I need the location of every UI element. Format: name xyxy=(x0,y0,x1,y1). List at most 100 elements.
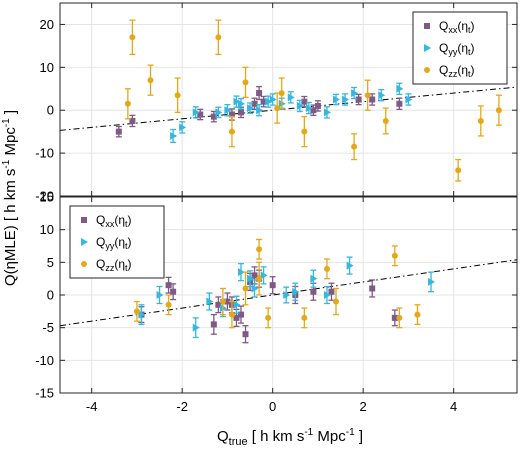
y-title-tail: Mpc xyxy=(2,127,19,160)
y-tick-label: 0 xyxy=(47,103,54,118)
data-point-zz xyxy=(265,314,272,321)
y-tick-label: 15 xyxy=(40,190,54,205)
data-point-xx xyxy=(170,288,177,295)
data-point-yy xyxy=(351,89,359,98)
data-point-zz xyxy=(129,34,136,41)
legend-label-base: Q xyxy=(96,257,105,271)
data-point-yy xyxy=(206,297,214,306)
legend-label-base: Q xyxy=(439,63,448,77)
data-point-yy xyxy=(323,291,331,299)
x-title-units: [ h km s xyxy=(248,428,305,445)
legend-marker-xx xyxy=(81,217,87,223)
data-point-yy xyxy=(265,97,273,106)
data-point-zz xyxy=(228,128,235,135)
data-point-zz xyxy=(133,308,140,315)
data-point-zz xyxy=(323,265,330,272)
data-point-yy xyxy=(233,300,241,309)
data-point-yy xyxy=(192,323,200,332)
data-point-zz xyxy=(256,275,263,282)
legend-marker-xx xyxy=(424,23,430,29)
legend-label-tsub: t xyxy=(125,219,128,229)
data-point-yy xyxy=(287,93,295,102)
data-point-xx xyxy=(310,288,317,295)
y-tick-label: 20 xyxy=(40,17,54,32)
y-title-sup2: -1 xyxy=(1,118,12,127)
data-point-zz xyxy=(165,301,172,308)
data-point-zz xyxy=(124,100,131,107)
legend-label-tail: (η xyxy=(114,213,125,227)
data-point-xx xyxy=(233,314,240,321)
legend-label-tsub: t xyxy=(468,69,471,79)
legend-label-tsub: t xyxy=(468,47,471,57)
data-point-xx xyxy=(210,113,217,120)
fit-line xyxy=(60,86,517,131)
y-title-sup: -1 xyxy=(1,159,12,168)
data-point-xx xyxy=(260,98,267,105)
data-point-xx xyxy=(228,111,235,118)
data-point-yy xyxy=(292,287,300,296)
data-point-yy xyxy=(396,84,404,93)
plot-area xyxy=(60,238,517,344)
data-point-xx xyxy=(256,90,263,97)
legend-label-xx: Qxx(ηt) xyxy=(439,19,475,35)
x-axis-title: Qtrue [ h km s-1 Mpc-1 ] xyxy=(217,427,363,448)
legend-label-sub: zz xyxy=(105,263,115,273)
y-tick-label: 5 xyxy=(47,255,54,270)
data-point-zz xyxy=(228,311,235,318)
legend-label-end: ) xyxy=(471,19,475,33)
data-point-zz xyxy=(274,105,281,112)
data-point-yy xyxy=(323,108,331,117)
legend-label-base: Q xyxy=(96,235,105,249)
data-point-xx xyxy=(310,107,317,114)
legend-label-base: Q xyxy=(439,19,448,33)
data-point-zz xyxy=(364,92,371,99)
data-point-yy xyxy=(310,274,318,283)
data-point-xx xyxy=(369,285,376,292)
data-point-xx xyxy=(237,109,244,116)
legend-label-tsub: t xyxy=(125,241,128,251)
data-point-zz xyxy=(147,77,154,84)
data-point-yy xyxy=(247,274,255,283)
data-point-yy xyxy=(269,95,277,104)
data-point-xx xyxy=(215,301,222,308)
legend-label-sub: xx xyxy=(105,219,115,229)
x-title-sup: -1 xyxy=(304,427,313,438)
data-point-yy xyxy=(233,97,241,106)
data-point-yy xyxy=(405,95,413,104)
data-point-xx xyxy=(237,311,244,318)
legend-label-tail: (η xyxy=(114,257,125,271)
legend-label-tsub: t xyxy=(125,263,128,273)
legend-label-sub: xx xyxy=(448,25,458,35)
legend-label-tsub: t xyxy=(468,25,471,35)
data-point-zz xyxy=(391,252,398,259)
x-title-end: ] xyxy=(355,428,363,445)
legend-label-tail: (η xyxy=(457,41,468,55)
legend-label-tail: (η xyxy=(457,63,468,77)
axes-frame xyxy=(59,2,518,197)
data-point-zz xyxy=(495,107,502,114)
legend-label-tail: (η xyxy=(457,19,468,33)
data-point-zz xyxy=(174,92,181,99)
data-point-xx xyxy=(251,100,258,107)
legend-label-base: Q xyxy=(96,213,105,227)
y-axis-title: Q(ηMLE) [ h km s-1 Mpc-1 ] xyxy=(1,110,19,286)
data-point-xx xyxy=(224,298,231,305)
data-point-xx xyxy=(369,96,376,103)
data-point-yy xyxy=(296,101,304,110)
data-point-yy xyxy=(251,284,259,293)
data-point-zz xyxy=(219,298,226,305)
x-tick-label: -4 xyxy=(86,399,98,414)
data-point-yy xyxy=(346,261,354,270)
data-point-zz xyxy=(333,298,340,305)
y-tick-label: -20 xyxy=(35,189,54,204)
data-point-zz xyxy=(382,117,389,124)
data-point-zz xyxy=(256,246,263,253)
data-point-xx xyxy=(197,111,204,118)
y-tick-label: -5 xyxy=(42,320,54,335)
legend-label-end: ) xyxy=(471,41,475,55)
legend-label-sub: yy xyxy=(105,241,115,251)
data-point-xx xyxy=(269,282,276,289)
y-tick-label: 0 xyxy=(47,288,54,303)
